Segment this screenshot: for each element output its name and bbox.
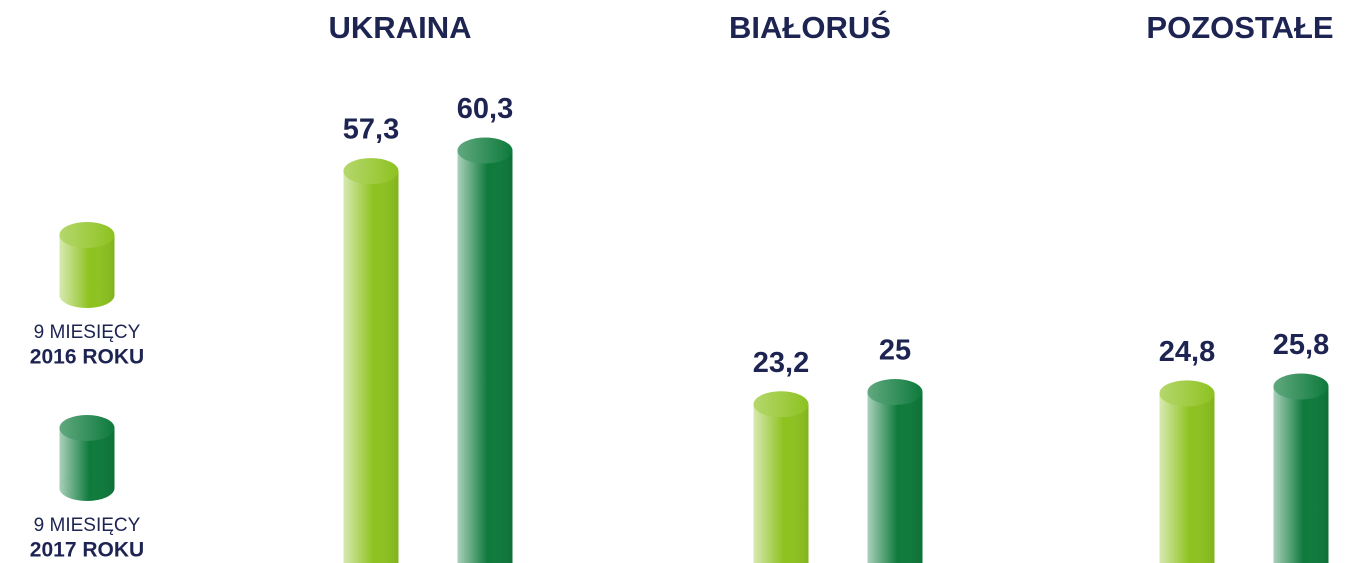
category-title: BIAŁORUŚ: [729, 9, 891, 45]
legend-cap-shine: [59, 415, 115, 441]
legend-label: 2016 ROKU: [30, 346, 144, 369]
legend-cap-shine: [59, 222, 115, 248]
category-title: POZOSTAŁE: [1146, 10, 1333, 45]
cylinder-cap-shine: [1273, 373, 1329, 400]
cylinder-shine: [753, 404, 809, 563]
cylinder-cap-shine: [457, 137, 513, 164]
cylinder-cap-shine: [343, 158, 399, 185]
legend-label: 9 MIESIĘCY: [34, 515, 141, 536]
legend-label: 2017 ROKU: [30, 539, 144, 562]
cylinder-cap-shine: [1159, 380, 1215, 407]
value-label: 60,3: [457, 93, 513, 125]
cylinder-cap-shine: [753, 391, 809, 418]
cylinder-shine: [343, 171, 399, 563]
cylinder-shine: [1273, 386, 1329, 563]
value-label: 57,3: [343, 114, 399, 146]
cylinder-shine: [1159, 393, 1215, 563]
legend-bottom-shine: [59, 475, 115, 501]
value-label: 25: [879, 335, 911, 367]
cylinder-shine: [457, 150, 513, 563]
cylinder-cap-shine: [867, 379, 923, 405]
legend-bottom-shine: [59, 282, 115, 308]
value-label: 24,8: [1159, 336, 1215, 368]
legend-label: 9 MIESIĘCY: [34, 322, 141, 343]
value-label: 25,8: [1273, 329, 1329, 361]
value-label: 23,2: [753, 347, 809, 379]
category-title: UKRAINA: [329, 10, 472, 45]
cylinder-shine: [867, 392, 923, 563]
